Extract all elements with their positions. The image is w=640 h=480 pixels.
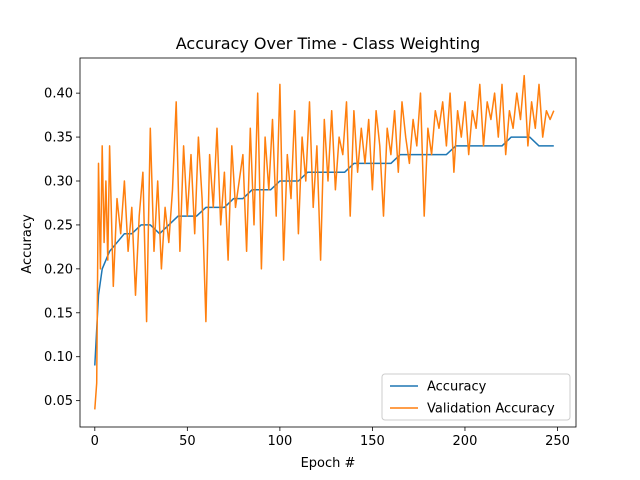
- chart-title: Accuracy Over Time - Class Weighting: [176, 34, 480, 53]
- series-line-accuracy: [94, 136, 554, 366]
- x-tick-label: 50: [179, 434, 196, 449]
- plot-frame: [79, 57, 577, 428]
- y-axis: 0.05 0.10 0.15 0.20 0.25 0.30 0.35 0.40: [44, 87, 80, 409]
- x-tick-label: 100: [267, 434, 292, 449]
- x-axis: 0 50 100 150 200 250: [91, 427, 570, 449]
- legend-box: [381, 373, 571, 421]
- plot-area: [79, 57, 577, 428]
- x-tick-label: 250: [545, 434, 570, 449]
- y-tick-label: 0.20: [44, 262, 73, 277]
- y-tick-label: 0.10: [44, 350, 73, 365]
- y-tick-label: 0.05: [44, 394, 73, 409]
- x-tick-label: 200: [453, 434, 478, 449]
- y-tick-label: 0.25: [44, 218, 73, 233]
- legend-label: Validation Accuracy: [427, 402, 555, 417]
- y-tick-label: 0.35: [44, 131, 73, 146]
- y-tick-label: 0.40: [44, 87, 73, 102]
- y-tick-label: 0.15: [44, 306, 73, 321]
- x-tick-label: 0: [91, 434, 99, 449]
- x-tick-label: 150: [360, 434, 385, 449]
- legend-label: Accuracy: [427, 380, 487, 395]
- legend: Accuracy Validation Accuracy: [381, 373, 571, 421]
- series-line-validation-accuracy: [94, 74, 555, 410]
- x-axis-label: Epoch #: [301, 456, 356, 471]
- y-tick-label: 0.30: [44, 175, 73, 190]
- y-axis-label: Accuracy: [20, 214, 35, 274]
